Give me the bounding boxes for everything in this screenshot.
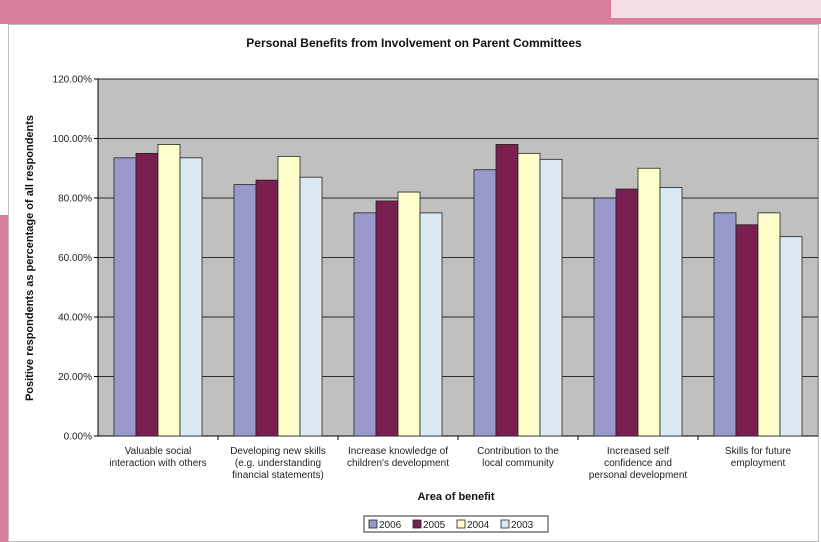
bar bbox=[113, 157, 137, 437]
category-label: Contribution to the bbox=[477, 446, 559, 457]
category-label: employment bbox=[731, 458, 786, 469]
category-label: Developing new skills bbox=[230, 446, 326, 457]
category-label: (e.g. understanding bbox=[235, 458, 321, 469]
bar bbox=[615, 188, 639, 437]
y-tick-label: 80.00% bbox=[58, 194, 92, 205]
category-label: children's development bbox=[347, 458, 449, 469]
bar bbox=[593, 197, 617, 437]
legend-swatch bbox=[456, 519, 466, 529]
y-tick-label: 20.00% bbox=[58, 372, 92, 383]
bar bbox=[713, 212, 737, 437]
bar bbox=[495, 144, 519, 437]
bar bbox=[419, 212, 443, 437]
y-tick-label: 100.00% bbox=[53, 134, 93, 145]
category-label: personal development bbox=[589, 470, 688, 481]
legend-label: 2004 bbox=[467, 520, 490, 531]
y-tick-label: 40.00% bbox=[58, 313, 92, 324]
legend-swatch bbox=[368, 519, 378, 529]
category-label: Valuable social bbox=[125, 446, 192, 457]
bar bbox=[779, 236, 803, 437]
bar bbox=[757, 212, 781, 437]
chart-title: Personal Benefits from Involvement on Pa… bbox=[246, 36, 582, 50]
legend-swatch bbox=[500, 519, 510, 529]
legend: 2006 2005 2004 2003 bbox=[363, 515, 549, 533]
bar bbox=[255, 179, 279, 437]
bar bbox=[375, 200, 399, 437]
bar bbox=[517, 152, 541, 437]
category-label: Increased self bbox=[607, 446, 669, 457]
legend-swatch bbox=[412, 519, 422, 529]
category-label: Increase knowledge of bbox=[348, 446, 448, 457]
bar bbox=[277, 155, 301, 437]
category-label: confidence and bbox=[604, 458, 672, 469]
category-label: interaction with others bbox=[109, 458, 206, 469]
bar bbox=[473, 169, 497, 437]
decorative-left-band bbox=[0, 215, 10, 542]
y-tick-label: 0.00% bbox=[64, 432, 92, 443]
bar bbox=[135, 152, 159, 437]
bar bbox=[157, 144, 181, 437]
bar bbox=[353, 212, 377, 437]
category-label: financial statements) bbox=[232, 470, 324, 481]
bar bbox=[637, 167, 661, 437]
bar bbox=[735, 224, 759, 437]
x-axis-title: Area of benefit bbox=[417, 491, 494, 503]
y-tick-label: 120.00% bbox=[53, 75, 93, 86]
bar bbox=[179, 157, 203, 437]
legend-label: 2003 bbox=[511, 520, 534, 531]
plot-area: 0.00% 20.00% 40.00% 60.00% 80.00% 100.00% 120.… bbox=[53, 75, 819, 481]
bar bbox=[659, 187, 683, 437]
decorative-top-right-band bbox=[611, 0, 821, 18]
category-label: local community bbox=[482, 458, 554, 469]
y-tick-label: 60.00% bbox=[58, 253, 92, 264]
y-axis-title: Positive respondents as percentage of al… bbox=[24, 115, 36, 401]
bar bbox=[233, 184, 257, 437]
bar bbox=[539, 158, 563, 437]
bar bbox=[397, 191, 421, 437]
bar bbox=[299, 176, 323, 437]
legend-label: 2006 bbox=[379, 520, 402, 531]
category-label: Skills for future bbox=[725, 446, 792, 457]
legend-label: 2005 bbox=[423, 520, 446, 531]
